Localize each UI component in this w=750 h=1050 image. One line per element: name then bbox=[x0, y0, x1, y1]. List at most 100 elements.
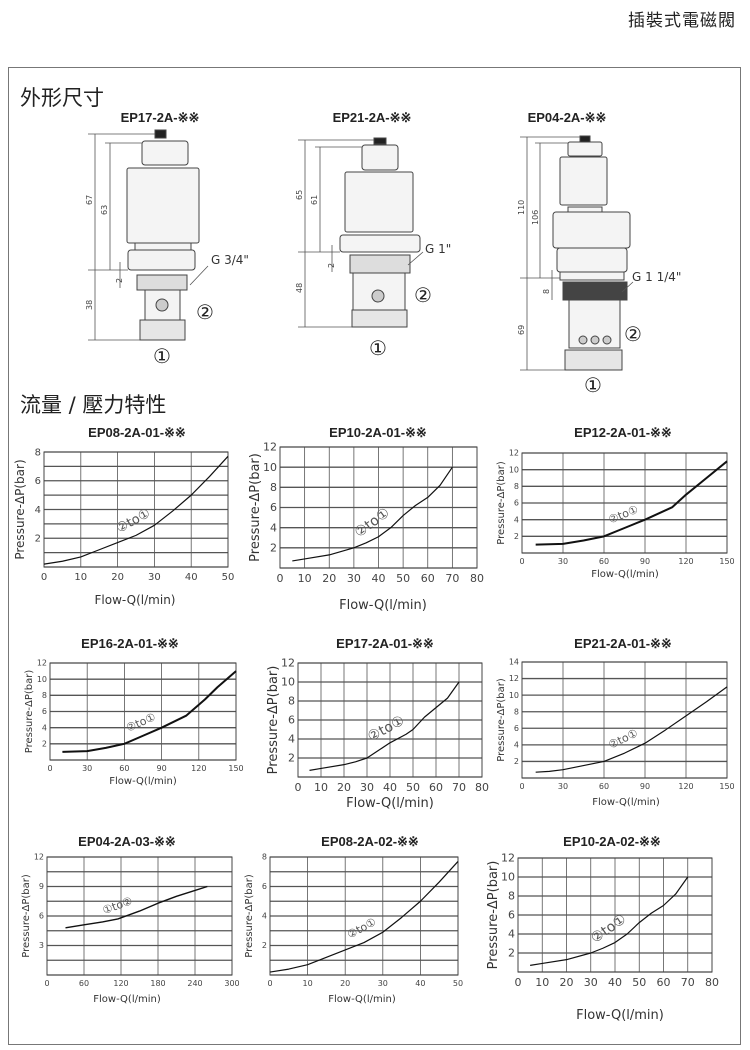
chart-title: EP10-2A-01-※※ bbox=[329, 425, 427, 440]
valve-model-title: EP04-2A-※※ bbox=[528, 110, 607, 125]
port-2-label: ② bbox=[196, 300, 214, 324]
x-tick-label: 60 bbox=[599, 782, 609, 791]
y-tick-label: 12 bbox=[509, 674, 519, 683]
y-axis-label: Pressure-ΔP(bar) bbox=[496, 461, 507, 545]
y-tick-label: 6 bbox=[39, 912, 44, 921]
y-tick-label: 12 bbox=[501, 852, 515, 865]
x-tick-label: 60 bbox=[657, 976, 671, 989]
content-frame bbox=[8, 67, 741, 1045]
x-tick-label: 50 bbox=[406, 781, 420, 794]
dim-body: 61 bbox=[310, 195, 319, 205]
y-tick-label: 8 bbox=[35, 447, 41, 458]
chart-title: EP04-2A-03-※※ bbox=[78, 834, 176, 849]
x-tick-label: 150 bbox=[719, 782, 734, 791]
x-tick-label: 20 bbox=[337, 781, 351, 794]
x-tick-label: 0 bbox=[519, 557, 524, 566]
dim-insert: 48 bbox=[295, 283, 304, 293]
x-axis-label: Flow-Q(l/min) bbox=[592, 797, 660, 808]
x-tick-label: 90 bbox=[640, 557, 650, 566]
y-tick-label: 6 bbox=[508, 909, 515, 922]
x-tick-label: 120 bbox=[678, 557, 693, 566]
y-tick-label: 10 bbox=[37, 675, 47, 684]
x-tick-label: 60 bbox=[119, 764, 129, 773]
dim-body: 106 bbox=[531, 210, 540, 225]
x-tick-label: 20 bbox=[111, 572, 124, 583]
x-tick-label: 30 bbox=[558, 557, 568, 566]
y-tick-label: 6 bbox=[270, 501, 277, 514]
data-series-line bbox=[292, 466, 453, 562]
x-tick-label: 50 bbox=[453, 979, 463, 988]
x-tick-label: 80 bbox=[470, 572, 484, 585]
x-tick-label: 0 bbox=[295, 781, 302, 794]
y-tick-label: 6 bbox=[288, 714, 295, 727]
dim-insert: 69 bbox=[517, 325, 526, 335]
dimension-drawings: EP17-2A-※※ EP21-2A-※※ EP04-2A-※※ 67 63 2… bbox=[85, 110, 681, 397]
curve-annotation: ②to① bbox=[114, 506, 153, 537]
chart-title: EP12-2A-01-※※ bbox=[574, 425, 672, 440]
x-tick-label: 70 bbox=[445, 572, 459, 585]
x-tick-label: 40 bbox=[372, 572, 386, 585]
y-tick-label: 14 bbox=[509, 658, 519, 667]
x-tick-label: 0 bbox=[44, 979, 49, 988]
section-title-flow-pressure: 流量 / 壓力特性 bbox=[20, 393, 167, 417]
y-tick-label: 2 bbox=[35, 534, 41, 545]
x-tick-label: 40 bbox=[608, 976, 622, 989]
x-tick-label: 80 bbox=[705, 976, 719, 989]
valve-drawing-ep17 bbox=[126, 129, 200, 341]
thread-size-label: G 1 1/4" bbox=[632, 270, 681, 284]
data-series-line bbox=[530, 876, 689, 966]
x-tick-label: 120 bbox=[113, 979, 128, 988]
y-axis-label: Pressure-ΔP(bar) bbox=[248, 453, 263, 562]
valve-model-title: EP17-2A-※※ bbox=[121, 110, 200, 125]
y-tick-label: 12 bbox=[509, 449, 519, 458]
x-tick-label: 30 bbox=[148, 572, 161, 583]
y-tick-label: 2 bbox=[42, 740, 47, 749]
x-tick-label: 240 bbox=[187, 979, 202, 988]
y-tick-label: 9 bbox=[39, 882, 44, 891]
valve-drawing-ep04 bbox=[552, 135, 631, 371]
x-tick-label: 70 bbox=[452, 781, 466, 794]
y-tick-label: 4 bbox=[35, 505, 41, 516]
valve-drawing-ep21 bbox=[339, 137, 421, 328]
x-tick-label: 0 bbox=[47, 764, 52, 773]
y-tick-label: 2 bbox=[262, 941, 267, 950]
chart-ep16-2a-01: EP16-2A-01-※※ 0 30 60 90 120 150 2 4 6 8 10 12 Flow-Q… bbox=[24, 636, 244, 787]
y-tick-label: 8 bbox=[288, 695, 295, 708]
y-tick-label: 4 bbox=[514, 515, 519, 524]
x-tick-label: 50 bbox=[396, 572, 410, 585]
y-tick-label: 10 bbox=[501, 871, 515, 884]
y-axis-label: Pressure-ΔP(bar) bbox=[13, 459, 27, 559]
x-tick-label: 90 bbox=[640, 782, 650, 791]
x-tick-label: 120 bbox=[191, 764, 206, 773]
x-tick-label: 20 bbox=[340, 979, 350, 988]
y-tick-label: 2 bbox=[270, 542, 277, 555]
x-tick-label: 10 bbox=[298, 572, 312, 585]
plot-frame bbox=[269, 856, 459, 976]
port-1-label: ① bbox=[584, 373, 602, 397]
dim-body: 63 bbox=[100, 205, 109, 215]
port-1-label: ① bbox=[369, 336, 387, 360]
chart-title: EP10-2A-02-※※ bbox=[563, 834, 661, 849]
chart-ep08-2a-01: EP08-2A-01-※※ 0 10 20 30 40 50 2 4 6 8 Flow-Q(l/min… bbox=[13, 425, 234, 607]
x-tick-label: 20 bbox=[322, 572, 336, 585]
plot-frame bbox=[43, 451, 229, 568]
y-axis-label: Pressure-ΔP(bar) bbox=[244, 874, 255, 958]
chart-ep21-2a-01: EP21-2A-01-※※ 0 30 60 90 120 150 2 4 6 8 10 12 14 Flow… bbox=[496, 636, 735, 808]
page-header-title: 插裝式電磁閥 bbox=[628, 11, 736, 31]
x-tick-label: 40 bbox=[415, 979, 425, 988]
y-tick-label: 4 bbox=[262, 912, 267, 921]
chart-title: EP16-2A-01-※※ bbox=[81, 636, 179, 651]
y-tick-label: 12 bbox=[37, 659, 47, 668]
x-tick-label: 30 bbox=[584, 976, 598, 989]
y-axis-label: Pressure-ΔP(bar) bbox=[24, 670, 35, 754]
chart-ep10-2a-02: EP10-2A-02-※※ 0 10 20 30 40 50 60 70 80 2 4 6 8 10 12 Fl… bbox=[486, 834, 719, 1023]
x-tick-label: 180 bbox=[150, 979, 165, 988]
valve-model-title: EP21-2A-※※ bbox=[333, 110, 412, 125]
x-axis-label: Flow-Q(l/min) bbox=[93, 994, 161, 1005]
dim-total: 67 bbox=[85, 195, 94, 205]
dim-total: 65 bbox=[295, 190, 304, 200]
dim-gap: 2 bbox=[327, 263, 336, 268]
x-tick-label: 50 bbox=[222, 572, 235, 583]
port-2-label: ② bbox=[624, 322, 642, 346]
dimension-lines bbox=[88, 133, 634, 371]
